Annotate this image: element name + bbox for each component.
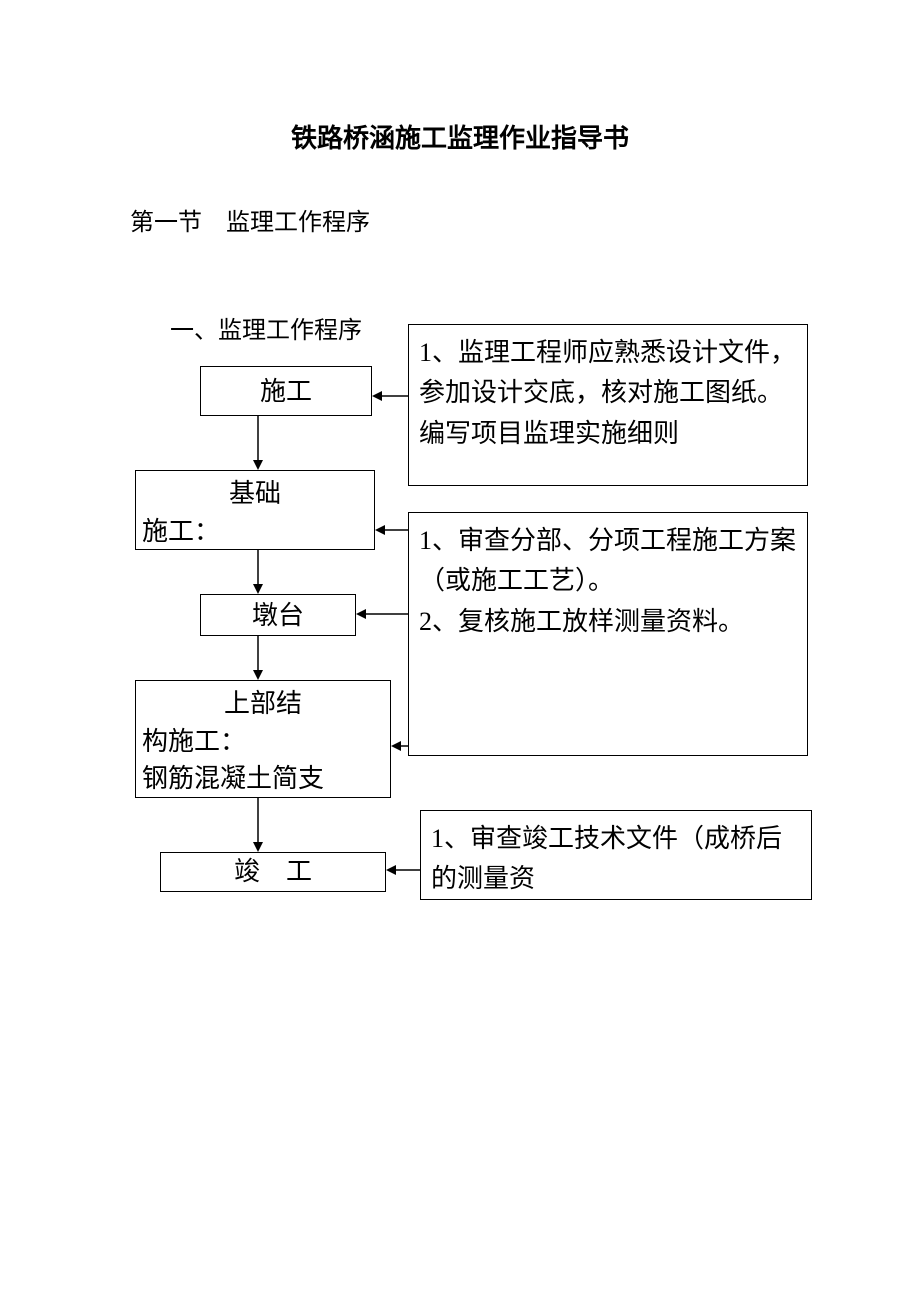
flow-node-4-label-center: 上部结 (142, 685, 384, 723)
flow-node-2: 基础 施工： (135, 470, 375, 550)
flow-node-1: 施工 (200, 366, 372, 416)
flow-node-4-label-left1: 构施工： (142, 723, 384, 761)
flow-node-4-inner: 上部结 构施工： 钢筋混凝土简支 (136, 681, 390, 798)
page: 铁路桥涵施工监理作业指导书 第一节 监理工作程序 一、监理工作程序 施工 基础 … (0, 0, 920, 1302)
flow-node-3-label: 墩台 (201, 595, 355, 635)
sub-heading: 一、监理工作程序 (170, 310, 362, 345)
doc-title: 铁路桥涵施工监理作业指导书 (0, 118, 920, 155)
note-box-a: 1、监理工程师应熟悉设计文件，参加设计交底，核对施工图纸。编写项目监理实施细则 (408, 324, 808, 486)
flow-node-2-inner: 基础 施工： (136, 471, 374, 550)
flow-node-5-label: 竣 工 (161, 853, 385, 891)
flow-node-2-label-center: 基础 (142, 475, 368, 513)
flow-node-1-label: 施工 (201, 367, 371, 411)
flow-node-2-label-left: 施工： (142, 513, 368, 550)
flow-node-4: 上部结 构施工： 钢筋混凝土简支 (135, 680, 391, 798)
flow-node-4-label-left2: 钢筋混凝土简支 (142, 760, 384, 798)
flow-node-3: 墩台 (200, 594, 356, 636)
section-heading: 第一节 监理工作程序 (130, 202, 370, 237)
flow-node-5: 竣 工 (160, 852, 386, 892)
note-box-c: 1、审查竣工技术文件（成桥后的测量资 (420, 810, 812, 900)
note-box-b: 1、审查分部、分项工程施工方案（或施工工艺）。 2、复核施工放样测量资料。 (408, 512, 808, 756)
